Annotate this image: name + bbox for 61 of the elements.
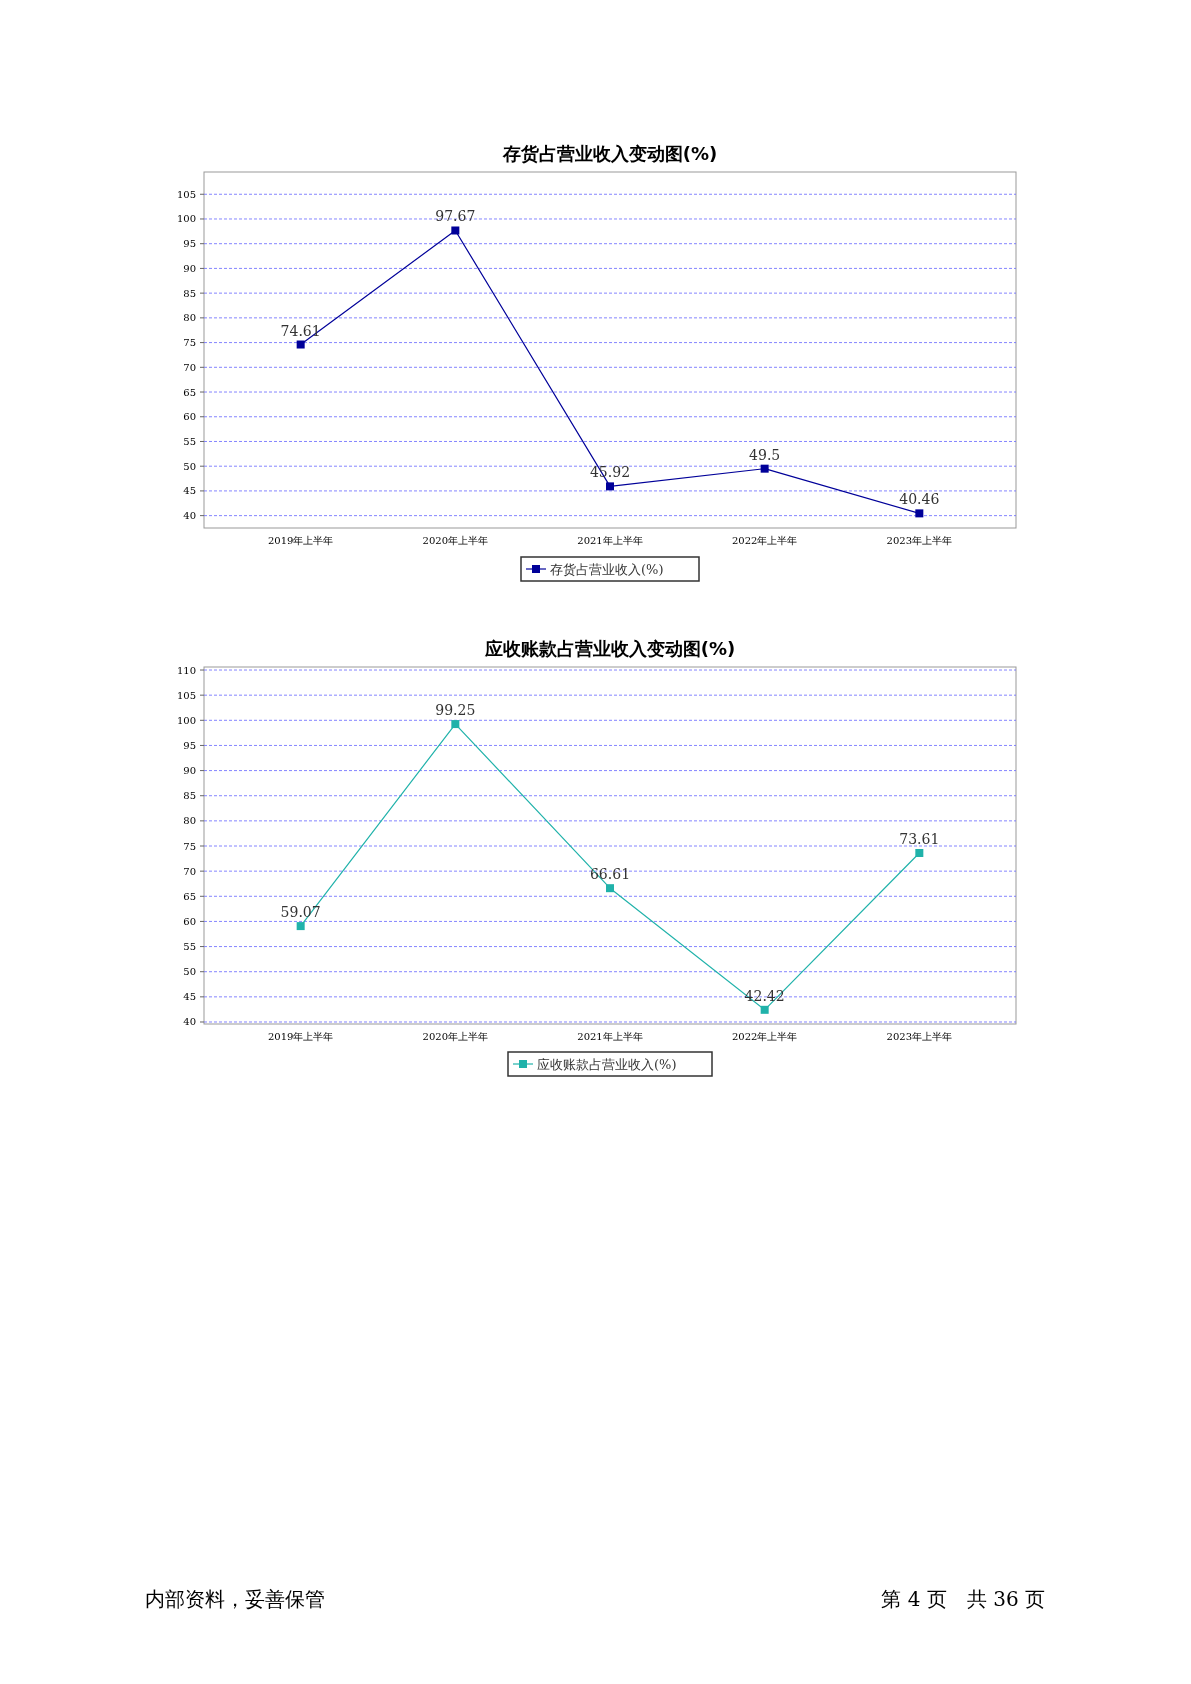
y-tick-label: 105 — [176, 689, 196, 701]
point — [451, 226, 460, 235]
y-tick-label: 80 — [183, 815, 196, 827]
y-tick-label: 100 — [176, 213, 196, 225]
x-tick-label: 2023年上半年 — [886, 1031, 953, 1042]
x-tick-label: 2023年上半年 — [886, 535, 953, 546]
text: 内部资料，妥善保管 — [145, 1587, 325, 1611]
y-tick-label: 45 — [183, 485, 196, 497]
data-label: 97.67 — [435, 208, 476, 225]
y-tick-label: 70 — [183, 361, 196, 373]
data-label: 40.46 — [899, 491, 940, 508]
y-tick-label: 90 — [183, 765, 196, 777]
x-tick-label: 2021年上半年 — [577, 1031, 643, 1042]
y-tick-label: 105 — [176, 188, 196, 200]
point — [760, 464, 769, 473]
y-tick-label: 70 — [183, 865, 196, 877]
x-tick-label: 2021年上半年 — [577, 535, 643, 546]
y-tick-label: 100 — [176, 714, 196, 726]
y-tick-label: 40 — [183, 510, 196, 522]
y-tick-label: 90 — [183, 262, 196, 274]
y-tick-label: 95 — [183, 238, 196, 250]
data-label: 99.25 — [435, 702, 476, 719]
y-tick-label: 50 — [183, 966, 196, 978]
point — [296, 922, 305, 931]
point — [760, 1005, 769, 1014]
point — [606, 884, 614, 893]
y-tick-label: 85 — [183, 287, 196, 299]
y-tick-label: 55 — [183, 941, 196, 953]
y-tick-label: 60 — [183, 411, 196, 423]
point — [296, 340, 305, 349]
y-tick-label: 95 — [183, 739, 196, 751]
x-tick-label: 2019年上半年 — [267, 1031, 334, 1042]
y-tick-label: 55 — [183, 435, 196, 447]
y-tick-label: 45 — [183, 991, 196, 1003]
data-label: 74.61 — [280, 322, 321, 339]
data-label: 49.5 — [749, 446, 781, 463]
point — [451, 720, 460, 729]
y-tick-label: 85 — [183, 790, 196, 802]
y-tick-label: 65 — [183, 386, 196, 398]
point — [915, 848, 924, 857]
legend-label: 应收账款占营业收入(%) — [537, 1057, 677, 1072]
y-tick-label: 80 — [183, 312, 196, 324]
y-tick-label: 75 — [183, 840, 196, 852]
y-tick-label: 65 — [183, 890, 196, 902]
chart-title: 应收账款占营业收入变动图(%) — [483, 638, 736, 659]
y-tick-label: 75 — [183, 337, 196, 349]
y-tick-label: 60 — [183, 915, 196, 927]
point — [915, 509, 924, 518]
x-tick-label: 2020年上半年 — [422, 535, 489, 546]
x-tick-label: 2020年上半年 — [422, 1031, 489, 1042]
text: 第 4 页 共 36 页 — [881, 1587, 1045, 1611]
x-tick-label: 2019年上半年 — [267, 535, 334, 546]
y-tick-label: 110 — [176, 664, 196, 676]
data-label: 73.61 — [899, 830, 940, 847]
chart-title: 存货占营业收入变动图(%) — [501, 143, 718, 164]
x-tick-label: 2022年上半年 — [731, 1031, 798, 1042]
legend-label: 存货占营业收入(%) — [550, 562, 664, 577]
y-tick-label: 40 — [183, 1016, 196, 1028]
y-tick-label: 50 — [183, 460, 196, 472]
point — [606, 482, 614, 491]
x-tick-label: 2022年上半年 — [731, 535, 798, 546]
